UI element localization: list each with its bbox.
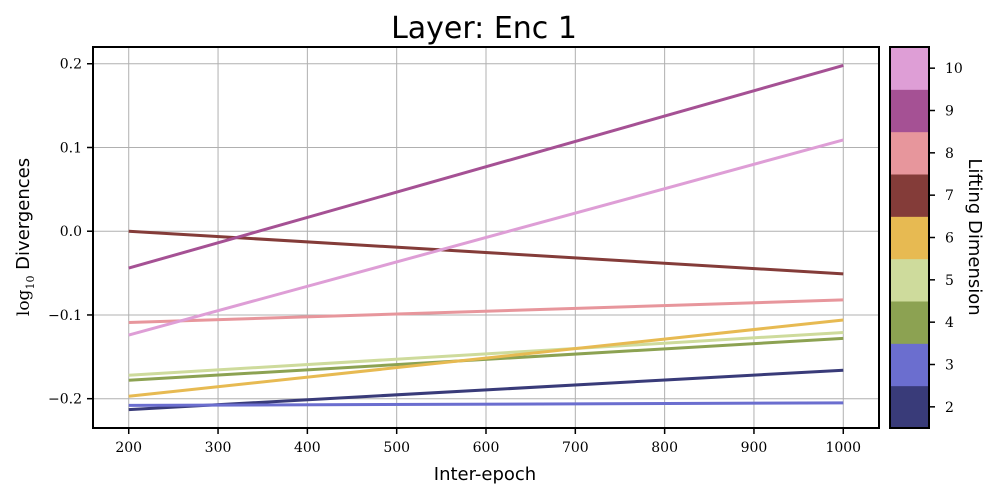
y-axis-label-rest: Divergences (13, 158, 34, 276)
colorbar-swatch-8 (890, 131, 929, 175)
colorbar-swatch-2 (890, 385, 929, 429)
colorbar-tick-label: 10 (945, 61, 963, 77)
series-line-dim-9 (128, 63, 844, 270)
colorbar-swatch-3 (890, 343, 929, 387)
series-line-dim-5 (128, 331, 844, 377)
x-tick-label: 300 (205, 440, 232, 456)
series-line-dim-7 (128, 229, 844, 276)
colorbar-tick-label: 8 (945, 146, 954, 162)
y-tick-label: −0.1 (48, 308, 82, 324)
series-line-dim-10 (128, 138, 844, 337)
y-axis-label: log10 Divergences (13, 158, 37, 316)
x-tick-label: 500 (383, 440, 410, 456)
colorbar-tick-label: 4 (945, 315, 954, 331)
y-axis-ticks: 0.2 0.1 0.0 −0.1 −0.2 (48, 57, 93, 408)
x-axis-label: Inter-epoch (434, 464, 536, 485)
series-line-dim-8 (128, 298, 844, 324)
y-tick-label: 0.2 (60, 57, 82, 73)
x-tick-label: 700 (562, 440, 589, 456)
x-tick-label: 1000 (825, 440, 861, 456)
colorbar-swatch-7 (890, 174, 929, 217)
colorbar-tick-label: 7 (945, 188, 954, 204)
colorbar-swatch-9 (890, 89, 929, 133)
colorbar-swatch-5 (890, 258, 929, 302)
colorbar-frame (889, 46, 930, 429)
colorbar-swatch-10 (890, 47, 929, 90)
x-tick-label: 900 (741, 440, 768, 456)
x-tick-label: 400 (294, 440, 321, 456)
colorbar-tick-label: 3 (945, 358, 954, 374)
colorbar-label: Lifting Dimension (964, 158, 985, 315)
colorbar-tick-label: 9 (945, 104, 954, 120)
x-tick-label: 800 (651, 440, 678, 456)
y-tick-label: 0.1 (60, 140, 82, 156)
y-axis-label-subscript: 10 (24, 276, 37, 290)
x-axis-ticks: 200 300 400 500 600 700 800 900 1000 (115, 428, 861, 456)
series-line-dim-2 (128, 368, 844, 412)
y-tick-label: −0.2 (48, 392, 82, 408)
series-lines (128, 63, 844, 412)
x-tick-label: 200 (115, 440, 142, 456)
colorbar-tick-label: 6 (945, 231, 954, 247)
chart-title: Layer: Enc 1 (391, 11, 577, 46)
series-line-dim-3 (128, 401, 844, 407)
series-line-dim-6 (128, 318, 844, 398)
colorbar-tick-label: 5 (945, 273, 954, 289)
grid (93, 47, 879, 428)
colorbar-tick-label: 2 (945, 400, 954, 416)
y-tick-label: 0.0 (60, 224, 82, 240)
colorbar: 2 3 4 5 6 7 8 9 10 (890, 47, 963, 429)
colorbar-swatch-4 (890, 301, 929, 344)
colorbar-swatch-6 (890, 216, 929, 260)
y-axis-label-log: log (14, 289, 34, 316)
x-tick-label: 600 (473, 440, 500, 456)
